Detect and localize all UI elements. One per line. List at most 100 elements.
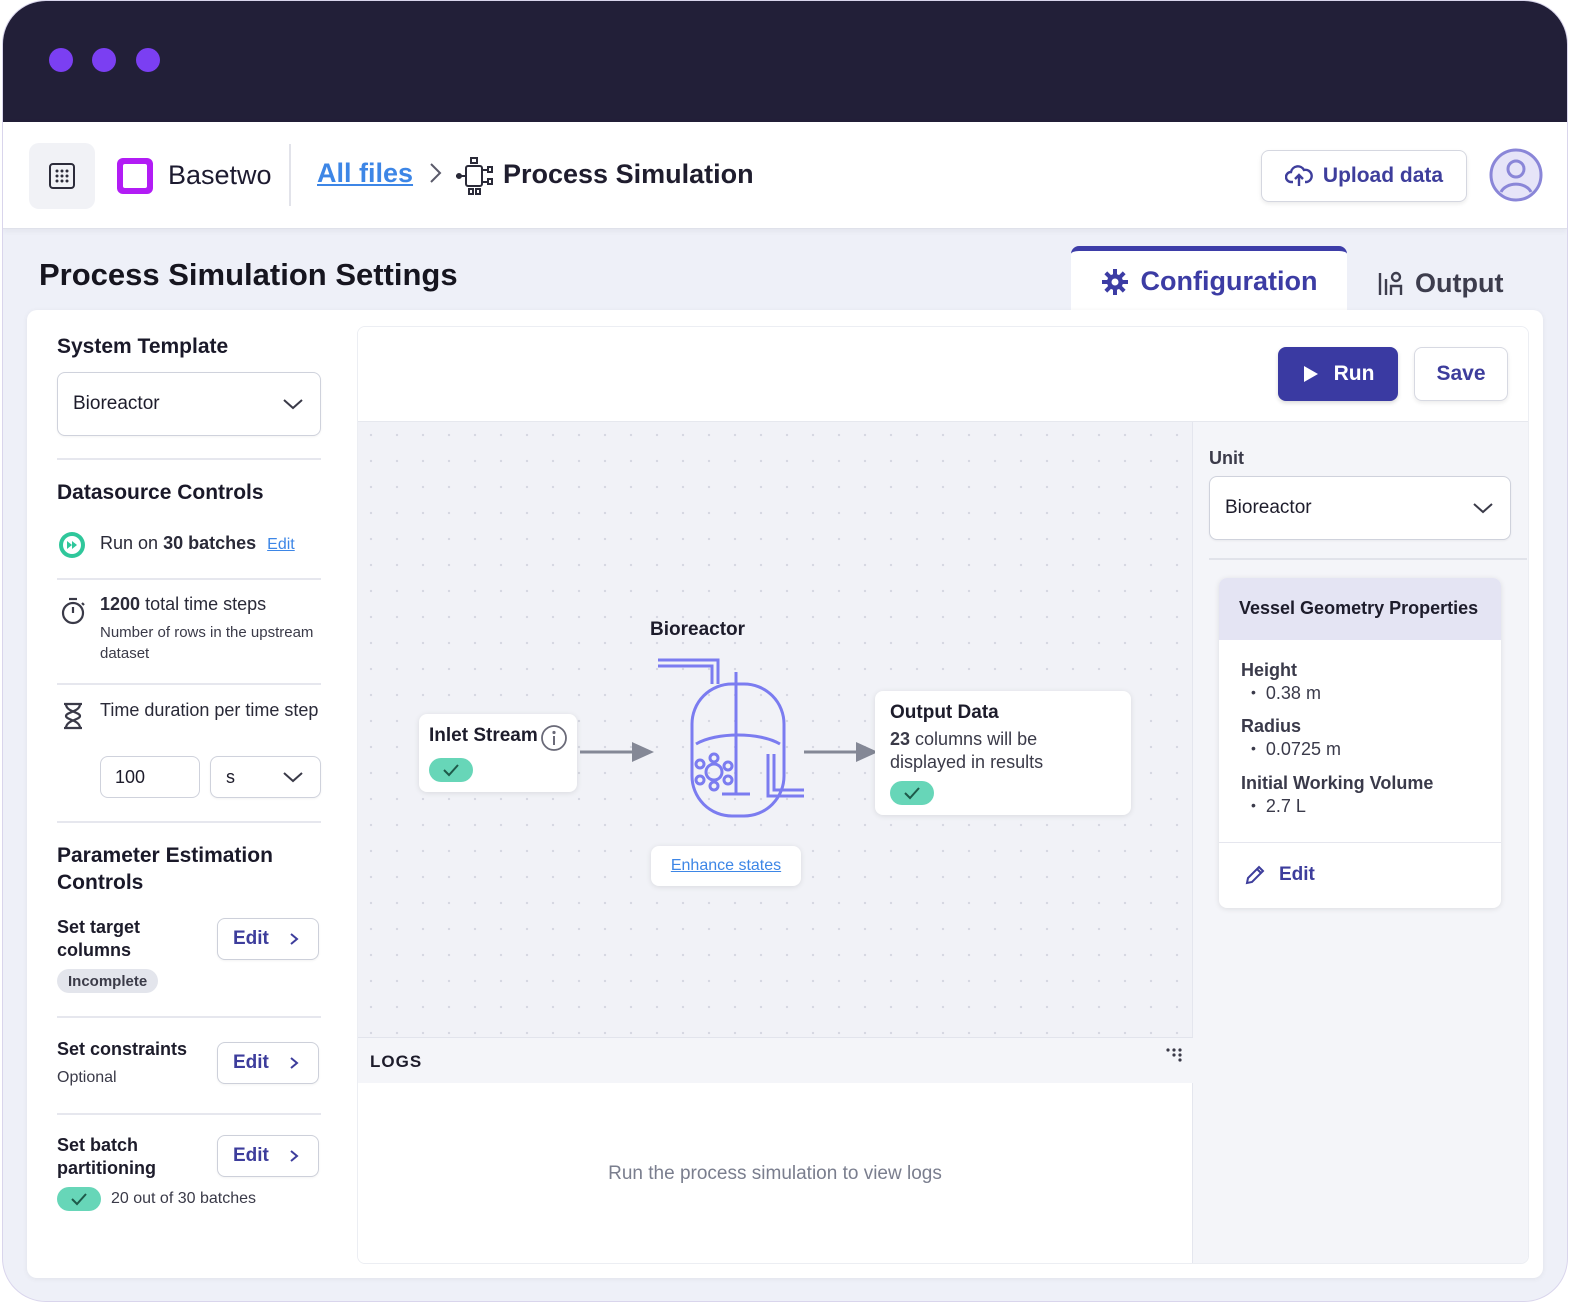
property-value: 2.7 L	[1251, 796, 1306, 817]
window-dot-maximize[interactable]	[136, 48, 160, 72]
enhance-states-button[interactable]: Enhance states	[651, 846, 801, 886]
enhance-states-label: Enhance states	[670, 857, 782, 874]
save-button[interactable]: Save	[1414, 347, 1508, 401]
vessel-geometry-edit-button[interactable]: Edit	[1243, 863, 1315, 887]
time-steps-count: 1200	[100, 594, 141, 614]
fast-forward-circle-icon	[59, 532, 85, 558]
gear-icon	[1101, 268, 1128, 295]
target-columns-label: Set target columns	[57, 917, 141, 960]
unit-select[interactable]: Bioreactor	[1209, 476, 1511, 540]
property-name: Radius	[1241, 716, 1302, 736]
tab-output-label: Output	[1415, 267, 1504, 298]
chevron-down-icon	[1473, 503, 1493, 514]
batch-partitioning-edit-button[interactable]: Edit	[217, 1135, 319, 1177]
duration-unit-value: s	[226, 766, 235, 787]
inlet-success-badge	[429, 758, 473, 782]
divider	[57, 458, 321, 460]
system-template-heading: System Template	[57, 335, 229, 358]
flow-arrow	[804, 742, 878, 762]
chevron-right-icon	[290, 1150, 299, 1162]
user-avatar-icon[interactable]	[1489, 148, 1543, 202]
inlet-stream-label: Inlet Stream	[429, 725, 538, 746]
edit-label: Edit	[233, 1145, 269, 1166]
chevron-right-icon	[430, 163, 442, 183]
breadcrumb-all-files[interactable]: All files	[317, 158, 414, 188]
divider	[57, 1016, 321, 1018]
check-icon	[71, 1193, 87, 1206]
run-batches-count: 30 batches	[163, 533, 257, 553]
breadcrumb-current: Process Simulation	[503, 159, 754, 189]
constraints-note: Optional	[57, 1069, 117, 1086]
drag-handle-icon[interactable]	[1164, 1046, 1184, 1064]
bioreactor-vessel-icon[interactable]	[656, 654, 816, 824]
incomplete-badge: Incomplete	[57, 969, 159, 993]
edit-label: Edit	[233, 1052, 269, 1073]
unit-properties-panel: Unit Bioreactor Vessel Geometry Properti…	[1193, 422, 1528, 1263]
vessel-geometry-title: Vessel Geometry Properties	[1239, 598, 1479, 618]
output-data-line1: 23 columns will be	[890, 729, 1037, 750]
output-success-badge	[890, 781, 934, 805]
upload-data-button[interactable]: Upload data	[1261, 150, 1467, 202]
run-batches-edit-link[interactable]: Edit	[267, 536, 295, 553]
title-bar	[3, 1, 1567, 122]
partition-success-badge	[57, 1187, 101, 1211]
info-icon[interactable]	[540, 724, 568, 752]
brand-name: Basetwo	[168, 160, 272, 190]
unit-select-value: Bioreactor	[1225, 497, 1312, 518]
grid-icon	[49, 163, 75, 189]
duration-input[interactable]: 100	[100, 756, 200, 798]
constraints-edit-button[interactable]: Edit	[217, 1042, 319, 1084]
param-estimation-heading: Parameter Estimation Controls	[57, 844, 273, 894]
stopwatch-icon	[61, 597, 85, 625]
apps-grid-button[interactable]	[29, 143, 95, 209]
time-steps-label: total time steps	[145, 594, 267, 614]
duration-label: Time duration per time step	[100, 700, 319, 720]
vessel-geometry-card: Vessel Geometry Properties Height 0.38 m…	[1219, 578, 1501, 908]
divider	[57, 578, 321, 580]
upload-data-label: Upload data	[1322, 164, 1444, 187]
check-icon	[904, 787, 920, 800]
output-chart-icon	[1378, 271, 1403, 295]
basetwo-logo	[117, 158, 153, 194]
property-name: Initial Working Volume	[1241, 773, 1434, 793]
time-steps-text: 1200 total time steps	[100, 594, 266, 615]
chevron-down-icon	[283, 772, 303, 783]
play-icon	[1303, 366, 1318, 382]
check-icon	[443, 764, 459, 777]
run-batches-prefix: Run on	[100, 533, 159, 553]
datasource-heading: Datasource Controls	[57, 481, 264, 504]
duration-unit-select[interactable]: s	[210, 756, 321, 798]
constraints-label: Set constraints	[57, 1039, 188, 1059]
inlet-stream-node[interactable]: Inlet Stream	[419, 714, 577, 792]
tab-configuration-label: Configuration	[1140, 266, 1318, 296]
workspace-toolbar: Run Save	[358, 327, 1528, 422]
tab-configuration[interactable]: Configuration	[1071, 246, 1347, 312]
property-value: 0.0725 m	[1251, 739, 1341, 760]
logs-empty-message: Run the process simulation to view logs	[608, 1163, 942, 1184]
vessel-geometry-footer: Edit	[1219, 842, 1501, 908]
run-button[interactable]: Run	[1278, 347, 1398, 401]
vessel-geometry-header: Vessel Geometry Properties	[1219, 578, 1501, 640]
divider	[57, 1113, 321, 1115]
tab-output[interactable]: Output	[1377, 263, 1503, 303]
process-diagram-canvas[interactable]: Inlet Stream Bioreactor	[358, 422, 1193, 1037]
output-data-title: Output Data	[890, 702, 999, 723]
chevron-right-icon	[290, 933, 299, 945]
logs-body: Run the process simulation to view logs	[358, 1083, 1193, 1263]
edit-label: Edit	[233, 928, 269, 949]
system-template-value: Bioreactor	[73, 393, 160, 414]
window-dot-minimize[interactable]	[92, 48, 116, 72]
system-template-select[interactable]: Bioreactor	[57, 372, 321, 436]
window-dot-close[interactable]	[49, 48, 73, 72]
partition-note: 20 out of 30 batches	[111, 1190, 256, 1207]
simulation-workspace: Run Save Inlet Stream	[357, 326, 1529, 1264]
header-divider	[289, 144, 291, 206]
flow-arrow	[580, 742, 654, 762]
output-data-node[interactable]: Output Data 23 columns will be displayed…	[875, 691, 1131, 815]
run-batches-text: Run on 30 batches Edit	[100, 533, 295, 554]
output-data-line2: displayed in results	[890, 752, 1044, 772]
property-value: 0.38 m	[1251, 683, 1321, 704]
pencil-icon	[1245, 865, 1265, 885]
divider	[57, 821, 321, 823]
target-columns-edit-button[interactable]: Edit	[217, 918, 319, 960]
